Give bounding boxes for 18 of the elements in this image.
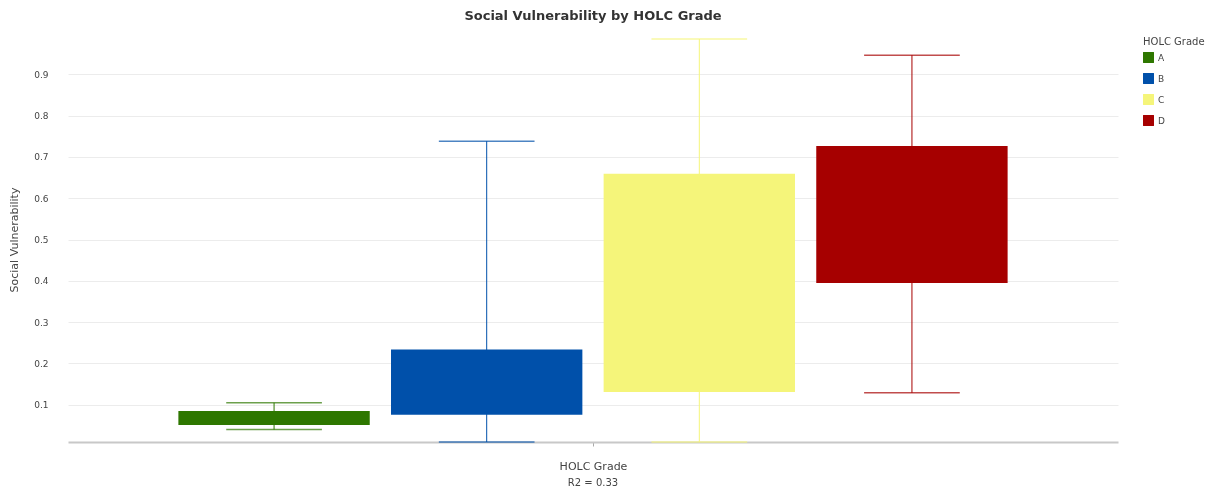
y-tick-label: 0.9 <box>34 69 49 80</box>
y-tick-label: 0.3 <box>34 317 49 328</box>
legend-label: C <box>1158 94 1165 105</box>
legend-label: B <box>1158 73 1165 84</box>
y-tick-label: 0.1 <box>34 400 49 411</box>
y-axis-title: Social Vulnerability <box>8 187 22 293</box>
y-tick-label: 0.4 <box>34 276 49 287</box>
y-tick-label: 0.2 <box>34 358 49 369</box>
chart-title: Social Vulnerability by HOLC Grade <box>464 8 722 23</box>
legend-title: HOLC Grade <box>1143 36 1205 47</box>
y-tick-label: 0.8 <box>34 111 49 122</box>
text: R2 = 0.33 <box>567 477 619 488</box>
x-axis-title: HOLC Grade <box>559 460 628 473</box>
legend-label: D <box>1158 115 1165 126</box>
y-tick-label: 0.6 <box>34 193 49 204</box>
y-tick-label: 0.7 <box>34 152 49 163</box>
y-tick-label: 0.5 <box>34 235 49 245</box>
legend-label: A <box>1158 52 1165 63</box>
